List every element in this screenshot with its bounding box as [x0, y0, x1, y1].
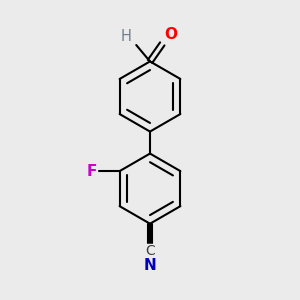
- Text: F: F: [87, 164, 97, 178]
- Text: C: C: [145, 244, 155, 258]
- Text: N: N: [144, 259, 156, 274]
- Text: O: O: [165, 27, 178, 42]
- Text: H: H: [121, 28, 132, 44]
